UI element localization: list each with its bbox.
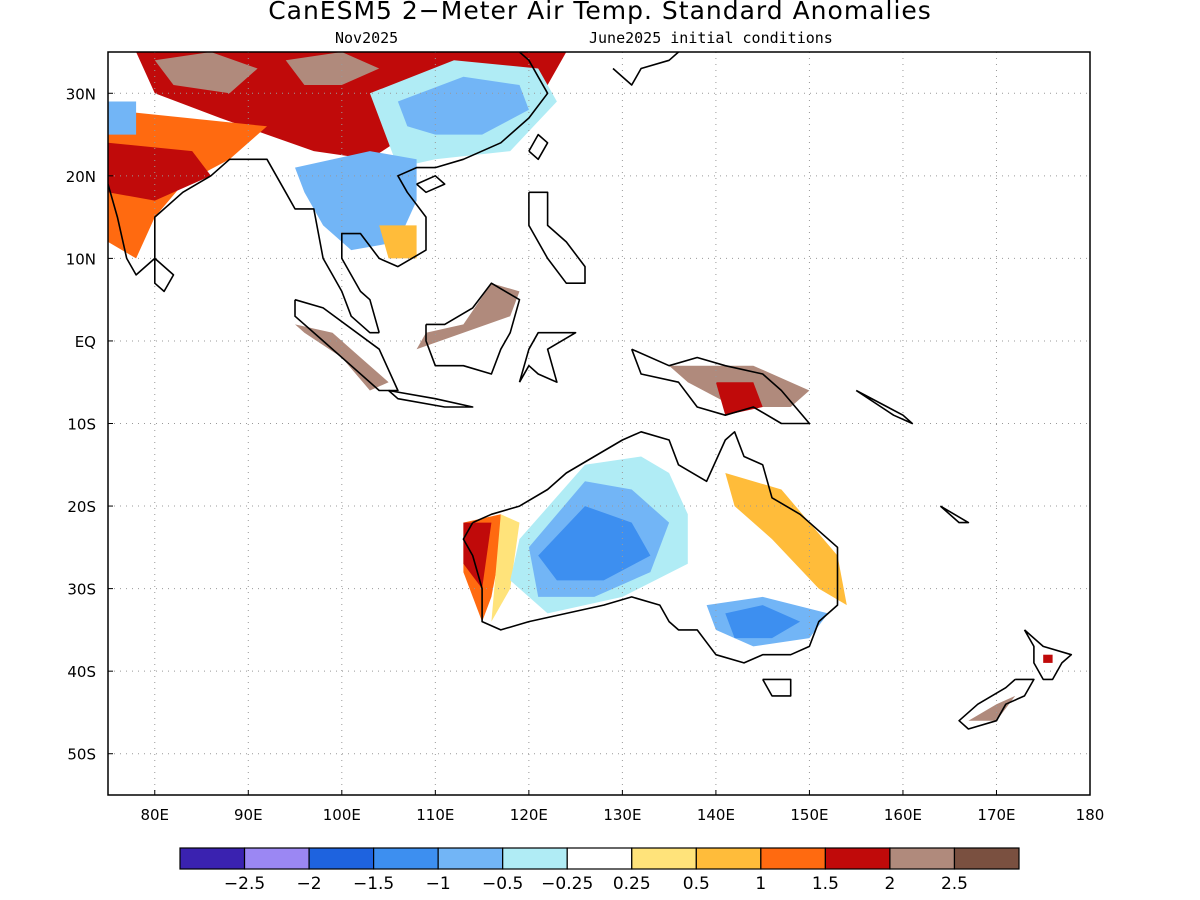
anomaly-region-borneo-brown: [416, 283, 520, 350]
colorbar-swatch: [243, 847, 310, 870]
lon-label-160E: 160E: [884, 806, 922, 824]
anomaly-region-india-blue: [108, 101, 137, 135]
colorbar-swatch: [889, 847, 956, 870]
anomaly-region-aus-west-red: [463, 522, 492, 589]
lat-label-30N: 30N: [66, 85, 96, 103]
colorbar-swatch: [308, 847, 375, 870]
anomaly-region-cambodia-orange: [379, 225, 417, 259]
colorbar-swatch: [631, 847, 697, 870]
anomaly-region-tibet-brown: [154, 52, 258, 94]
colorbar-swatch: [824, 847, 891, 870]
lat-label-10S: 10S: [67, 416, 96, 434]
anomaly-region-aus-west-yellow: [491, 514, 520, 622]
coast-java: [388, 389, 474, 408]
colorbar-swatch: [695, 847, 762, 870]
colorbar: −2.5 −2 −1.5 −1 −0.5 −0.25 0.25 0.5 1 1.5 2 2.5: [179, 847, 1020, 894]
graticule: [108, 52, 1090, 795]
coastline-layer: [108, 52, 1073, 730]
anomaly-fill-layer: [108, 52, 1053, 721]
lon-label-170E: 170E: [977, 806, 1015, 824]
lat-label-20N: 20N: [66, 168, 96, 186]
coast-new-caledonia: [939, 505, 970, 524]
colorbar-label: −0.25: [541, 874, 593, 894]
colorbar-label: 2.5: [941, 874, 968, 894]
coast-nz-north: [1023, 629, 1073, 681]
map-title: CanESM5 2−Meter Air Temp. Standard Anoma…: [268, 0, 932, 25]
colorbar-swatch: [566, 847, 633, 870]
anomaly-region-china-blue-core: [397, 76, 529, 135]
colorbar-swatch: [179, 847, 246, 870]
anomaly-region-nz-brown: [968, 695, 1016, 721]
anomaly-region-aus-east-orange: [725, 473, 847, 606]
init-conditions-label: June2025 initial conditions: [589, 29, 833, 47]
colorbar-label: 1: [755, 874, 766, 894]
lon-label-140E: 140E: [697, 806, 735, 824]
anomaly-region-indochina-blue: [295, 151, 417, 251]
valid-month-label: Nov2025: [335, 29, 399, 47]
colorbar-swatch: [953, 847, 1020, 870]
lon-label-100E: 100E: [323, 806, 361, 824]
anomaly-region-india-red: [108, 142, 211, 201]
lat-label-10N: 10N: [66, 250, 96, 268]
coast-taiwan: [528, 133, 549, 161]
colorbar-swatch: [437, 847, 504, 870]
coast-hainan: [416, 175, 446, 194]
lat-label-30S: 30S: [67, 581, 96, 599]
coast-sri-lanka: [154, 257, 175, 293]
anomaly-region-himalaya-brown: [285, 52, 380, 85]
latitude-labels: 30N 20N 10N EQ 10S 20S 30S 40S 50S: [66, 85, 113, 764]
coast-australia: [462, 430, 839, 664]
coast-borneo: [425, 282, 521, 375]
colorbar-label: 2: [885, 874, 896, 894]
colorbar-label: −1.5: [353, 874, 394, 894]
colorbar-label: −2.5: [224, 874, 265, 894]
lat-label-EQ: EQ: [75, 333, 96, 351]
coast-japan: [612, 52, 680, 86]
coast-solomons: [855, 389, 914, 425]
colorbar-label: −1: [426, 874, 451, 894]
anomaly-region-se-aus-blue-core: [725, 605, 801, 639]
longitude-labels: 80E 90E 100E 110E 120E 130E 140E 150E 160E 170E 18…: [140, 790, 1104, 824]
lon-label-150E: 150E: [790, 806, 828, 824]
coast-philippines: [528, 191, 586, 285]
colorbar-label: 1.5: [812, 874, 839, 894]
lon-label-180: 180: [1076, 806, 1105, 824]
lat-label-20S: 20S: [67, 498, 96, 516]
colorbar-label: −2: [297, 874, 322, 894]
colorbar-label: −0.5: [482, 874, 523, 894]
colorbar-swatch: [502, 847, 568, 870]
coast-tasmania: [762, 678, 792, 697]
coast-india: [108, 158, 380, 334]
coast-sumatra: [294, 298, 399, 392]
colorbar-swatch: [373, 847, 439, 870]
lat-label-40S: 40S: [67, 663, 96, 681]
colorbar-swatch: [760, 847, 826, 870]
anomaly-region-nz-red: [1043, 654, 1053, 663]
coast-new-guinea: [630, 348, 811, 425]
coast-nz-south: [958, 678, 1035, 730]
lon-label-80E: 80E: [140, 806, 169, 824]
coast-indochina: [340, 52, 549, 333]
anomaly-region-aus-blue-core: [538, 506, 651, 581]
colorbar-label: 0.25: [613, 874, 651, 894]
lon-label-130E: 130E: [603, 806, 641, 824]
lat-label-50S: 50S: [67, 746, 96, 764]
lon-label-90E: 90E: [234, 806, 263, 824]
lon-label-110E: 110E: [416, 806, 454, 824]
colorbar-label: 0.5: [683, 874, 710, 894]
lon-label-120E: 120E: [510, 806, 548, 824]
coast-sulawesi: [518, 331, 577, 384]
